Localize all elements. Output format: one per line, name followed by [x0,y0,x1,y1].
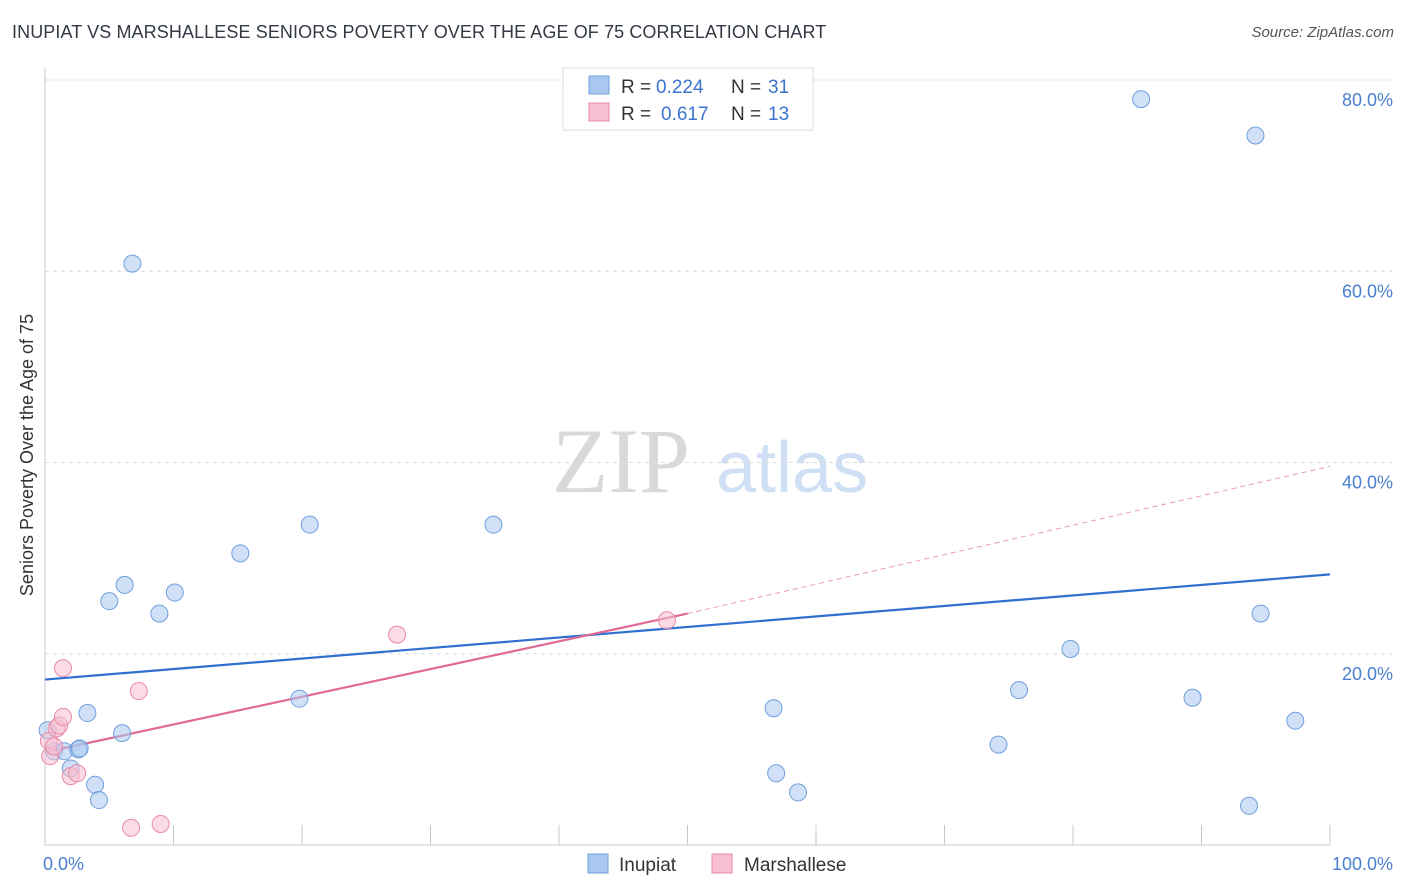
legend: R = 0.224 N = 31 R = 0.617 N = 13 [562,67,814,131]
point-marshallese [388,625,407,644]
point-inupiat [764,699,783,718]
y-tick-label: 40.0% [1342,473,1393,493]
point-marshallese [657,611,676,630]
point-inupiat [1183,688,1202,707]
point-inupiat [231,544,250,563]
point-inupiat [115,575,134,594]
trend-line-inupiat [44,573,1331,681]
point-inupiat [290,689,309,708]
point-inupiat [789,783,808,802]
axes: 20.0% 40.0% 60.0% 80.0% 0.0% 100.0% [43,68,1393,874]
point-inupiat [165,583,184,602]
chart-title: INUPIAT VS MARSHALLESE SENIORS POVERTY O… [12,22,827,42]
trend-line-marshallese-extension [687,465,1331,615]
legend-r-value-marshallese: 0.617 [661,104,709,125]
point-marshallese [44,737,63,756]
trend-line-marshallese [44,612,688,754]
bottom-legend-label-marshallese: Marshallese [744,855,846,876]
point-inupiat [1251,604,1270,623]
source-label: Source: ZipAtlas.com [1251,24,1394,41]
watermark-zip: ZIP [552,410,690,512]
point-inupiat [1240,796,1259,815]
point-marshallese [53,659,72,678]
legend-r-label-inupiat: R = [621,77,651,98]
y-tick-label: 60.0% [1342,281,1393,301]
point-inupiat [100,592,119,611]
point-inupiat [767,764,786,783]
legend-r-label-marshallese: R = [621,104,651,125]
x-tick-label-min: 0.0% [43,854,84,874]
point-marshallese [122,818,141,837]
point-inupiat [89,791,108,810]
point-marshallese [53,707,72,726]
legend-n-value-inupiat: 31 [768,77,789,98]
y-tick-label: 80.0% [1342,90,1393,110]
point-inupiat [70,739,89,758]
grid [45,79,1392,655]
point-inupiat [484,515,503,534]
point-inupiat [989,735,1008,754]
point-inupiat [113,724,132,743]
point-inupiat [78,704,97,723]
point-marshallese [68,764,87,783]
bottom-legend-swatch-inupiat [587,853,609,874]
legend-swatch-inupiat [588,75,610,95]
point-inupiat [123,254,142,273]
point-inupiat [1286,711,1305,730]
bottom-legend-label-inupiat: Inupiat [619,855,677,876]
point-inupiat [1132,90,1151,109]
y-axis-label: Seniors Poverty Over the Age of 75 [17,314,37,596]
legend-swatch-marshallese [588,102,610,122]
legend-r-value-inupiat: 0.224 [656,77,704,98]
point-inupiat [1061,639,1080,658]
scatter-points [38,90,1305,837]
legend-n-label-marshallese: N = [731,104,761,125]
point-inupiat [1246,126,1265,145]
trend-lines [44,465,1331,754]
point-inupiat [300,515,319,534]
legend-n-label-inupiat: N = [731,77,761,98]
point-inupiat [150,604,169,623]
point-marshallese [151,814,170,833]
point-marshallese [129,682,148,701]
point-inupiat [1010,681,1029,700]
y-tick-label: 20.0% [1342,664,1393,684]
bottom-legend: Inupiat Marshallese [587,853,846,876]
x-tick-label-max: 100.0% [1332,854,1393,874]
legend-n-value-marshallese: 13 [768,104,789,125]
point-inupiat [86,775,105,794]
watermark-atlas: atlas [716,428,868,508]
bottom-legend-swatch-marshallese [711,853,733,874]
